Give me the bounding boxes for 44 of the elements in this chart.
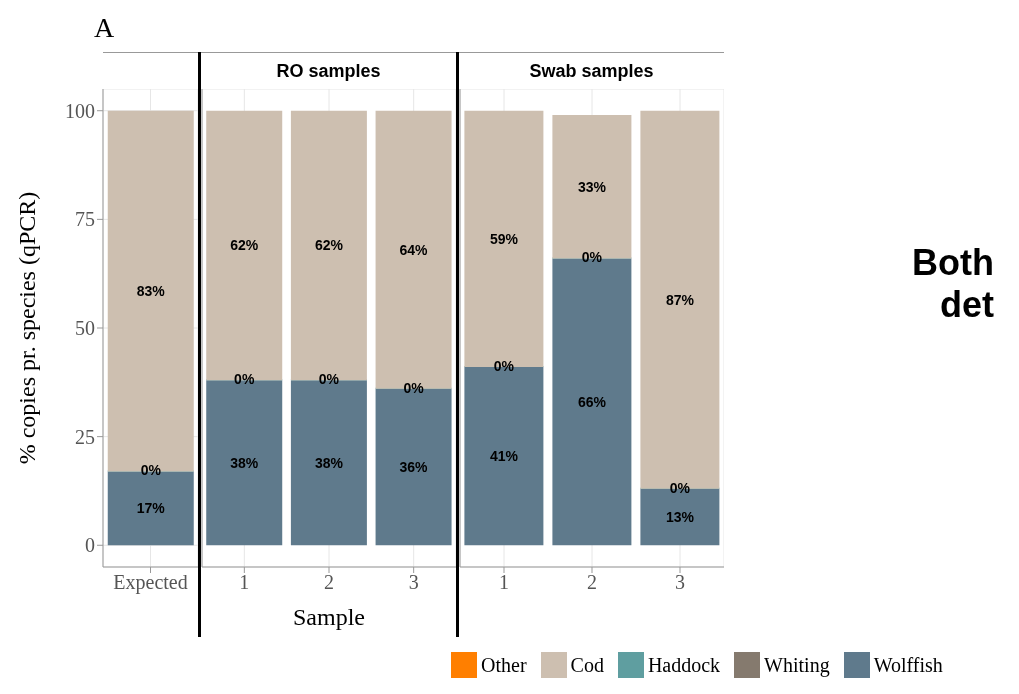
y-tick-label: 25 [75, 425, 95, 448]
x-tick-label: 2 [324, 571, 334, 594]
x-tick-label: 3 [675, 571, 685, 594]
y-tick-label: 0 [85, 534, 95, 557]
data-label: 62% [230, 237, 259, 254]
data-label: 0% [493, 358, 515, 375]
legend-label: Wolffish [873, 653, 943, 677]
data-label: 38% [314, 454, 344, 471]
data-label: 41% [489, 448, 519, 465]
data-label: 0% [581, 249, 603, 266]
data-label: 64% [399, 241, 429, 258]
data-label: 0% [140, 462, 162, 479]
x-tick-label: 2 [587, 571, 597, 594]
y-tick-label: 75 [75, 208, 95, 231]
chart-title: Swab samples [529, 60, 654, 82]
data-label: 13% [665, 509, 695, 525]
data-label: 0% [669, 479, 691, 496]
legend-label: Other [481, 653, 527, 677]
x-tick-label: 1 [499, 571, 509, 594]
data-label: 59% [489, 230, 519, 247]
text: Both det [911, 242, 994, 326]
data-label: 17% [136, 500, 166, 517]
y-tick-label: 50 [75, 317, 95, 340]
data-label: 66% [577, 393, 607, 410]
data-label: 0% [318, 371, 340, 388]
data-label: 83% [136, 283, 166, 300]
data-label: 62% [314, 237, 344, 254]
y-axis-title: % copies pr. species (qPCR) [13, 191, 40, 465]
data-label: 0% [403, 379, 425, 396]
data-label: 0% [234, 371, 255, 388]
data-label: 87% [665, 291, 695, 308]
text: A [94, 12, 115, 44]
x-axis-title: Sample [293, 604, 365, 630]
data-label: 36% [399, 459, 429, 476]
x-tick-label: 1 [239, 571, 250, 594]
chart-title: RO samples [276, 60, 381, 82]
data-label: 38% [230, 454, 259, 471]
legend-label: Cod [570, 653, 604, 677]
legend-label: Whiting [764, 653, 830, 677]
x-tick-label: Expected [113, 571, 188, 595]
x-tick-label: 3 [408, 571, 419, 594]
data-label: 33% [577, 178, 607, 195]
y-tick-label: 100 [65, 99, 95, 122]
legend-label: Haddock [647, 653, 721, 677]
